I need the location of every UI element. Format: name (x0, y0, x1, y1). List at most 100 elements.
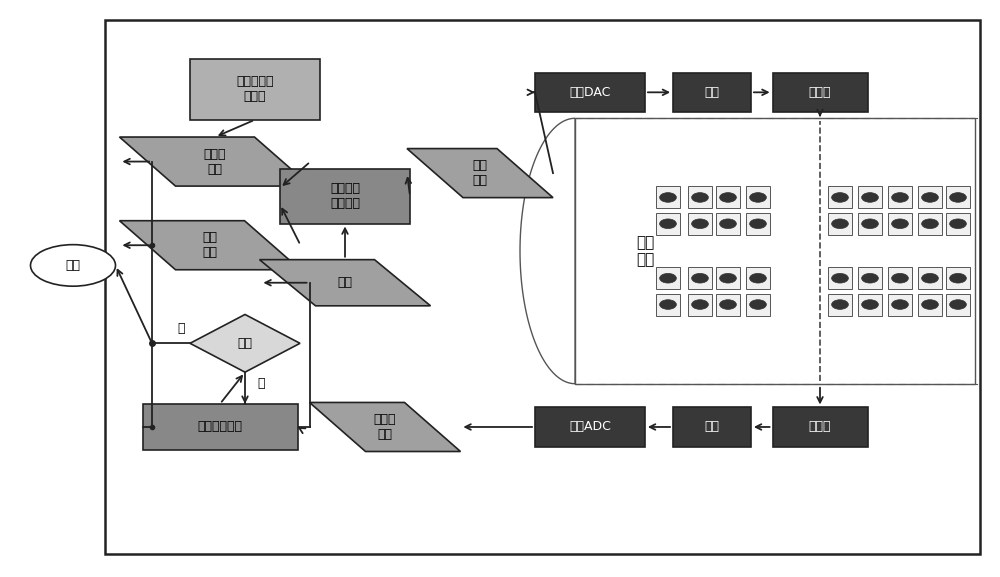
Bar (828, 267, 852, 289)
Text: 扬声器: 扬声器 (809, 86, 831, 99)
Circle shape (922, 273, 938, 283)
Circle shape (750, 273, 766, 283)
Circle shape (692, 219, 708, 228)
Circle shape (950, 219, 966, 228)
Circle shape (832, 219, 848, 228)
Text: 功放: 功放 (704, 86, 720, 99)
Circle shape (950, 193, 966, 203)
Circle shape (950, 273, 966, 283)
Bar (280, 168, 410, 223)
Bar (746, 213, 770, 235)
Polygon shape (120, 221, 300, 270)
Text: 结束: 结束 (66, 259, 80, 272)
Circle shape (862, 299, 878, 309)
Bar (656, 186, 680, 208)
Circle shape (832, 299, 848, 309)
Circle shape (862, 193, 878, 203)
Text: 声卡DAC: 声卡DAC (569, 86, 611, 99)
Bar (105, 20, 980, 554)
Bar (656, 213, 680, 235)
Bar (673, 407, 751, 447)
Polygon shape (520, 118, 575, 384)
Bar (716, 294, 740, 316)
Bar (575, 118, 975, 384)
Text: 否: 否 (257, 377, 264, 390)
Circle shape (922, 299, 938, 309)
Polygon shape (120, 137, 310, 186)
Bar (688, 186, 712, 208)
Bar (946, 267, 970, 289)
Circle shape (660, 299, 676, 309)
Polygon shape (259, 260, 430, 306)
Text: 复现声
信号: 复现声 信号 (374, 413, 396, 441)
Text: 客舱
声场: 客舱 声场 (636, 235, 654, 267)
Bar (688, 294, 712, 316)
Polygon shape (190, 314, 300, 372)
Bar (746, 186, 770, 208)
Circle shape (692, 299, 708, 309)
Circle shape (692, 273, 708, 283)
Bar (716, 186, 740, 208)
Bar (946, 294, 970, 316)
Bar (656, 294, 680, 316)
Circle shape (892, 273, 908, 283)
Text: 合规: 合规 (238, 337, 252, 350)
Text: 话放: 话放 (704, 421, 720, 433)
Circle shape (750, 299, 766, 309)
Bar (828, 213, 852, 235)
Bar (772, 73, 868, 112)
Bar (143, 404, 298, 450)
Text: 传声器: 传声器 (809, 421, 831, 433)
Circle shape (950, 299, 966, 309)
Circle shape (692, 193, 708, 203)
Circle shape (892, 299, 908, 309)
Circle shape (862, 219, 878, 228)
Bar (746, 294, 770, 316)
Circle shape (660, 273, 676, 283)
Text: 声源
信号: 声源 信号 (473, 159, 488, 187)
Bar (828, 294, 852, 316)
Circle shape (660, 193, 676, 203)
Bar (918, 294, 942, 316)
Bar (535, 407, 645, 447)
Polygon shape (310, 403, 460, 451)
Circle shape (660, 219, 676, 228)
Text: 声场数据导
入模块: 声场数据导 入模块 (236, 76, 274, 103)
Bar (716, 213, 740, 235)
Bar (858, 186, 882, 208)
Circle shape (750, 219, 766, 228)
Bar (688, 213, 712, 235)
Circle shape (892, 219, 908, 228)
Bar (888, 267, 912, 289)
Circle shape (862, 273, 878, 283)
Bar (688, 267, 712, 289)
Text: 目标声
信号: 目标声 信号 (204, 148, 226, 175)
Bar (918, 267, 942, 289)
Text: 反馈控制模块: 反馈控制模块 (198, 421, 242, 433)
Bar (858, 213, 882, 235)
Circle shape (720, 193, 736, 203)
Bar (946, 213, 970, 235)
Bar (946, 186, 970, 208)
Circle shape (720, 273, 736, 283)
Circle shape (922, 219, 938, 228)
Circle shape (720, 299, 736, 309)
Bar (746, 267, 770, 289)
Bar (918, 186, 942, 208)
Bar (858, 294, 882, 316)
Text: 均衡
矩阵: 均衡 矩阵 (202, 231, 218, 259)
Bar (772, 407, 868, 447)
Bar (888, 186, 912, 208)
Circle shape (750, 193, 766, 203)
Bar (918, 213, 942, 235)
Text: 增益: 增益 (338, 276, 352, 289)
Text: 声卡ADC: 声卡ADC (569, 421, 611, 433)
Bar (656, 267, 680, 289)
Circle shape (720, 219, 736, 228)
Ellipse shape (30, 245, 116, 286)
Text: 是: 是 (178, 321, 185, 335)
Bar (716, 267, 740, 289)
Circle shape (832, 273, 848, 283)
Bar (673, 73, 751, 112)
Bar (828, 186, 852, 208)
